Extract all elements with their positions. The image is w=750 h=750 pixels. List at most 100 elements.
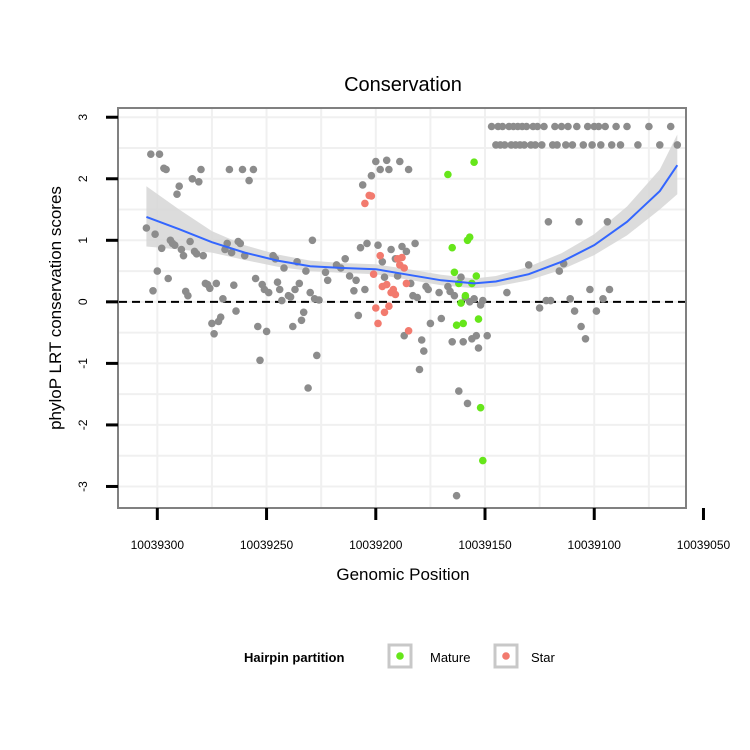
point-other [192, 250, 201, 258]
point-other [356, 243, 365, 252]
point-other [555, 267, 564, 275]
point-star [382, 280, 391, 289]
point-other [487, 122, 496, 131]
point-other [437, 314, 446, 323]
point-other [299, 308, 308, 317]
chart-title: Conservation [344, 74, 462, 96]
point-star [361, 199, 369, 208]
point-other [570, 307, 579, 315]
point-mature [450, 268, 459, 277]
point-other [275, 285, 284, 294]
point-other [238, 165, 247, 174]
y-axis-label: phyloP LRT conservation scores [46, 186, 65, 430]
point-other [520, 141, 529, 149]
point-other [297, 316, 306, 325]
point-other [673, 141, 682, 149]
point-other [603, 218, 612, 226]
point-other [197, 165, 205, 174]
point-star [385, 302, 393, 311]
point-other [577, 322, 585, 331]
point-other [223, 239, 231, 248]
point-other [503, 288, 511, 297]
point-other [225, 165, 234, 174]
point-other [227, 248, 236, 257]
point-other [575, 218, 583, 226]
point-other [594, 122, 603, 131]
point-other [345, 272, 354, 280]
point-other [216, 313, 225, 322]
point-other [230, 281, 238, 290]
point-other [601, 122, 609, 131]
x-tick-label: 10039050 [677, 538, 731, 552]
x-tick-label: 10039150 [458, 538, 512, 552]
x-axis-label: Genomic Position [336, 565, 469, 584]
x-tick-label: 10039300 [131, 538, 185, 552]
point-star [380, 308, 389, 317]
point-star [400, 264, 409, 272]
point-other [535, 304, 544, 312]
point-mature [457, 299, 465, 307]
point-other [586, 285, 594, 294]
point-other [656, 141, 664, 149]
point-other [210, 330, 218, 338]
point-star [402, 279, 411, 288]
point-other [459, 338, 468, 346]
point-mature [479, 456, 487, 465]
point-other [557, 122, 566, 131]
point-other [289, 322, 297, 331]
point-other [564, 122, 572, 131]
point-other [151, 230, 159, 238]
point-other [645, 122, 653, 131]
point-other [544, 218, 553, 226]
point-other [396, 157, 404, 166]
point-other [531, 141, 540, 149]
point-mature [465, 233, 474, 241]
point-other [426, 319, 435, 328]
legend: Hairpin partition Mature Star [244, 643, 556, 669]
point-other [236, 239, 245, 248]
point-mature [476, 403, 485, 412]
point-other [251, 274, 260, 283]
point-other [195, 178, 203, 186]
point-other [435, 288, 443, 297]
point-other [142, 224, 151, 232]
point-other [147, 150, 155, 158]
point-star [369, 270, 378, 279]
point-other [498, 122, 507, 131]
point-other [420, 347, 428, 355]
point-other [599, 295, 607, 303]
point-star [374, 319, 382, 328]
point-other [291, 285, 299, 294]
point-other [350, 287, 358, 295]
legend-dot-mature [396, 652, 404, 660]
point-other [546, 296, 555, 305]
y-tick-label: 0 [76, 298, 90, 305]
point-other [411, 239, 419, 248]
point-other [404, 165, 413, 174]
point-other [363, 239, 371, 248]
point-other [566, 295, 574, 303]
point-other [249, 165, 258, 174]
point-other [452, 491, 461, 500]
point-other [573, 122, 581, 131]
point-other [286, 293, 295, 301]
point-other [208, 319, 216, 328]
x-tick-label: 10039250 [240, 538, 294, 552]
point-other [385, 165, 393, 174]
legend-label-mature: Mature [430, 650, 470, 665]
point-other [321, 268, 330, 277]
legend-dot-star [502, 652, 510, 660]
point-mature [459, 319, 468, 328]
point-other [199, 251, 207, 260]
point-star [367, 192, 376, 200]
point-other [538, 141, 546, 149]
point-other [367, 171, 376, 180]
point-other [562, 141, 570, 149]
point-other [522, 122, 531, 131]
point-other [374, 241, 382, 249]
point-other [171, 241, 179, 249]
point-other [597, 141, 605, 149]
point-other [177, 245, 186, 254]
point-other [551, 122, 559, 131]
legend-title: Hairpin partition [244, 650, 344, 665]
